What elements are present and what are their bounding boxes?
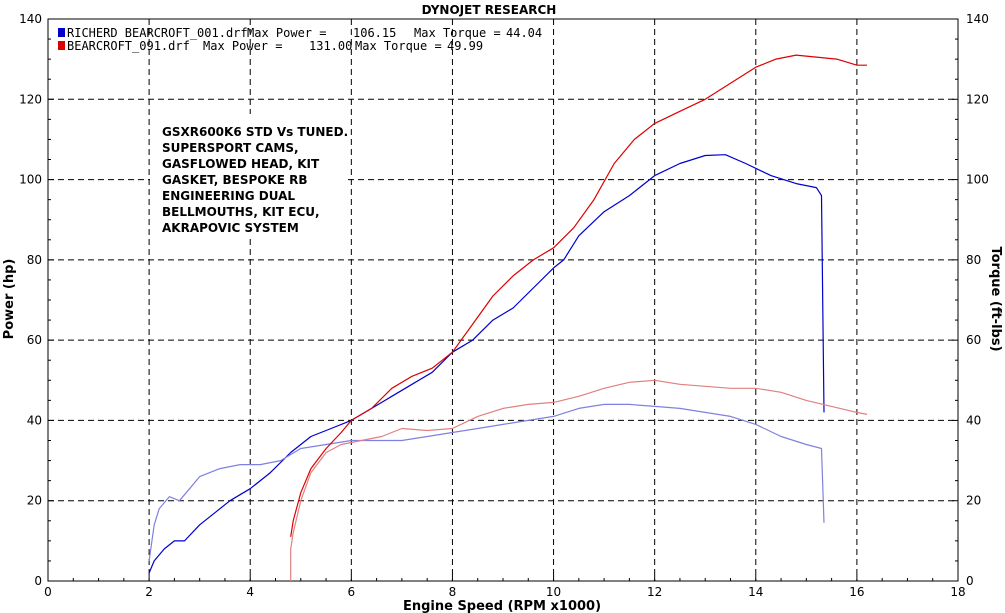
x-tick-label: 0 [44, 585, 52, 599]
x-axis-label: Engine Speed (RPM x1000) [403, 599, 601, 613]
y-tick-label: 140 [19, 12, 42, 26]
y2-axis-label: Torque (ft-lbs) [988, 246, 1003, 351]
x-tick-label: 8 [449, 585, 457, 599]
x-tick-label: 12 [647, 585, 662, 599]
x-tick-label: 4 [246, 585, 254, 599]
legend-entry-1: RICHERD BEARCROFT_001.drf Max Power = 10… [58, 26, 542, 40]
annotation-line: AKRAPOVIC SYSTEM [162, 221, 299, 235]
y2-tick-label: 0 [966, 574, 974, 588]
legend-torque-label: Max Torque = [355, 39, 442, 53]
plot-frame [47, 18, 959, 582]
legend-power-label: Max Power = [247, 26, 326, 40]
y2-tick-label: 60 [966, 333, 981, 347]
annotation-line: BELLMOUTHS, KIT ECU, [162, 205, 320, 219]
x-tick-label: 16 [849, 585, 864, 599]
legend-power-label: Max Power = [203, 39, 282, 53]
chart-title: DYNOJET RESEARCH [422, 3, 557, 17]
x-tick-label: 18 [950, 585, 965, 599]
annotation-line: GASFLOWED HEAD, KIT [162, 157, 320, 171]
y-tick-label: 100 [19, 173, 42, 187]
legend-torque-label: Max Torque = [414, 26, 501, 40]
legend-power: 106.15 [353, 26, 396, 40]
legend-power: 131.00 [309, 39, 352, 53]
series-line-1-power [148, 154, 825, 574]
series-line-2-torque [148, 403, 825, 561]
series-lines [148, 54, 868, 581]
legend-file: BEARCROFT_091.drf [67, 39, 190, 53]
y-tick-label: 60 [27, 333, 42, 347]
x-tick-label: 2 [145, 585, 153, 599]
x-tick-label: 6 [348, 585, 356, 599]
y-tick-label: 0 [34, 574, 42, 588]
legend-entry-2: BEARCROFT_091.drf Max Power = 131.00 Max… [58, 39, 483, 53]
legend-file: RICHERD BEARCROFT_001.drf [67, 26, 248, 40]
y2-tick-label: 40 [966, 413, 981, 427]
y-tick-label: 80 [27, 253, 42, 267]
legend-torque: 44.04 [506, 26, 542, 40]
y2-tick-label: 140 [966, 12, 989, 26]
x-tick-label: 10 [546, 585, 561, 599]
grid [48, 19, 958, 581]
y2-tick-label: 100 [966, 173, 989, 187]
annotation-line: ENGINEERING DUAL [162, 189, 295, 203]
y-axis-label: Power (hp) [2, 259, 17, 340]
series-line-4-torque [290, 379, 868, 581]
legend-torque: 49.99 [447, 39, 483, 53]
y-tick-label: 120 [19, 92, 42, 106]
legend-swatch [58, 41, 65, 50]
x-tick-label: 14 [748, 585, 763, 599]
series-line-3-power [290, 54, 867, 537]
y-tick-label: 20 [27, 494, 42, 508]
annotation-box: GSXR600K6 STD Vs TUNED. SUPERSPORT CAMS,… [150, 114, 348, 238]
annotation-line: GSXR600K6 STD Vs TUNED. [162, 125, 348, 139]
annotation-line: SUPERSPORT CAMS, [162, 141, 299, 155]
y2-tick-label: 80 [966, 253, 981, 267]
y2-tick-label: 120 [966, 92, 989, 106]
annotation-line: GASKET, BESPOKE RB [162, 173, 308, 187]
legend-swatch [58, 28, 65, 37]
y-tick-label: 40 [27, 413, 42, 427]
annotation-background [150, 114, 346, 238]
legend: RICHERD BEARCROFT_001.drf Max Power = 10… [58, 26, 542, 53]
y2-tick-label: 20 [966, 494, 981, 508]
